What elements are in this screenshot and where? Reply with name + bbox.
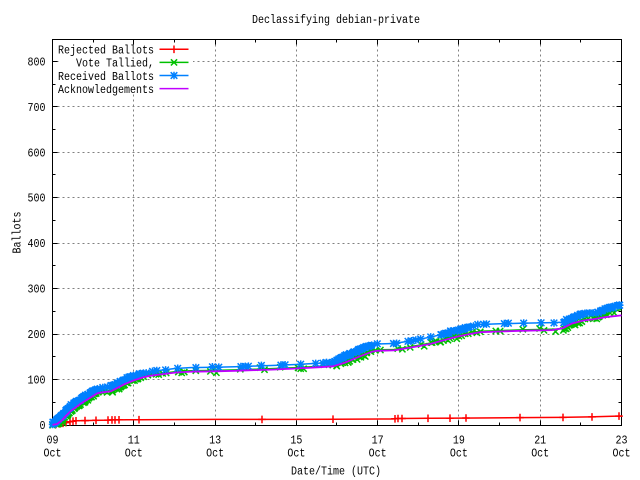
svg-text:23: 23 <box>616 435 628 448</box>
svg-text:300: 300 <box>28 284 46 297</box>
svg-text:Date/Time (UTC): Date/Time (UTC) <box>291 465 381 478</box>
svg-text:Oct: Oct <box>531 448 549 461</box>
svg-text:Oct: Oct <box>206 448 224 461</box>
svg-text:200: 200 <box>28 329 46 342</box>
svg-text:15: 15 <box>290 435 302 448</box>
svg-text:Ballots: Ballots <box>12 212 25 254</box>
svg-text:600: 600 <box>28 147 46 160</box>
svg-text:Rejected Ballots: Rejected Ballots <box>58 45 154 58</box>
svg-text:09: 09 <box>47 435 59 448</box>
svg-text:Oct: Oct <box>125 448 143 461</box>
svg-text:13: 13 <box>209 435 221 448</box>
svg-text:Oct: Oct <box>613 448 631 461</box>
svg-text:800: 800 <box>28 56 46 69</box>
svg-text:Declassifying debian-private: Declassifying debian-private <box>252 14 420 27</box>
svg-text:400: 400 <box>28 238 46 251</box>
svg-text:19: 19 <box>453 435 465 448</box>
svg-text:Received Ballots: Received Ballots <box>58 71 154 84</box>
svg-text:Oct: Oct <box>369 448 387 461</box>
svg-text:Oct: Oct <box>44 448 62 461</box>
svg-text:11: 11 <box>128 435 140 448</box>
svg-text:100: 100 <box>28 375 46 388</box>
svg-text:21: 21 <box>534 435 546 448</box>
svg-text:Oct: Oct <box>287 448 305 461</box>
svg-text:Vote Tallied,: Vote Tallied, <box>76 58 154 71</box>
svg-text:0: 0 <box>40 420 46 433</box>
svg-text:700: 700 <box>28 102 46 115</box>
svg-text:500: 500 <box>28 193 46 206</box>
svg-text:Oct: Oct <box>450 448 468 461</box>
svg-text:17: 17 <box>372 435 384 448</box>
svg-text:Acknowledgements: Acknowledgements <box>58 84 154 97</box>
